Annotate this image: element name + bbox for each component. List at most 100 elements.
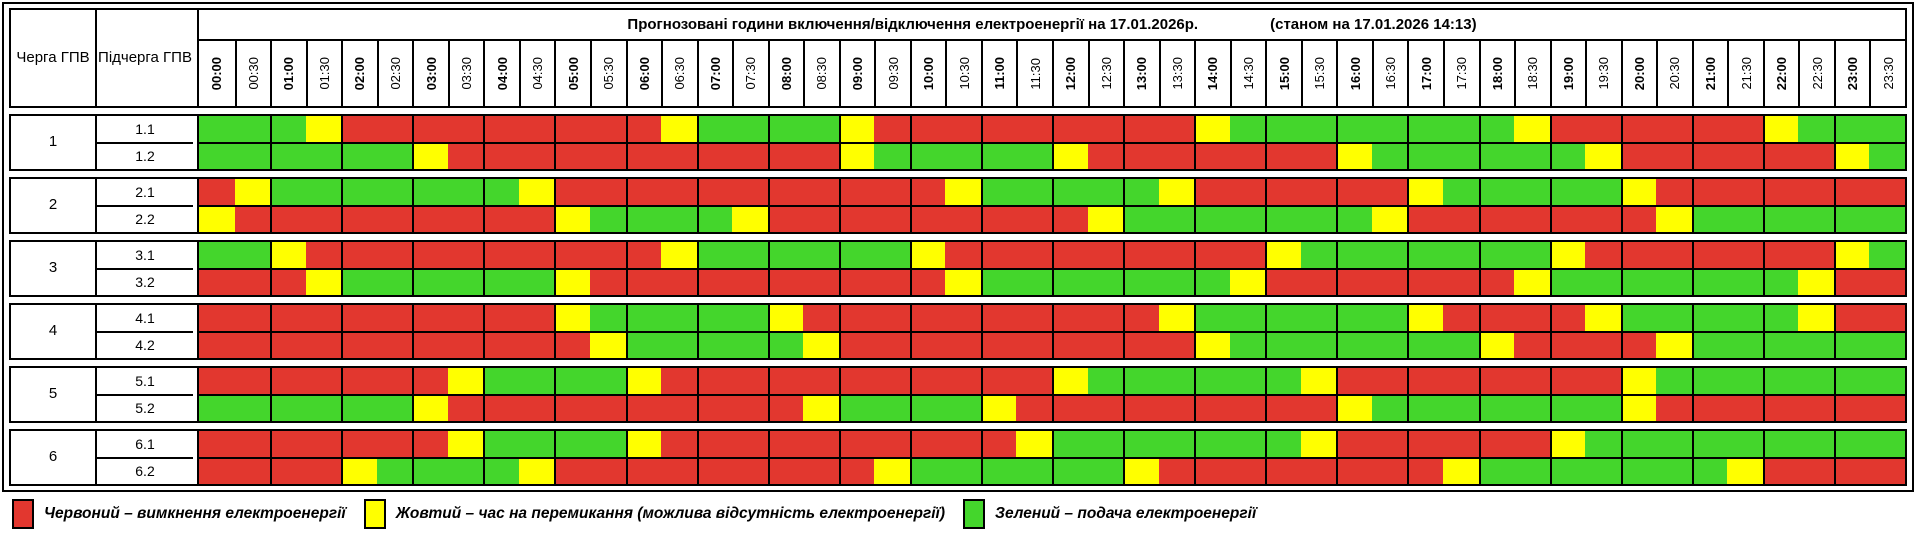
slot-6.2-11:30 (1016, 458, 1052, 484)
slot-4.2-17:30 (1442, 332, 1479, 358)
slot-3.2-18:00 (1478, 269, 1515, 295)
time-col-10:00: 10:00 (909, 41, 946, 106)
slot-2.2-11:00 (980, 206, 1017, 232)
slot-1.1-01:00 (270, 116, 306, 142)
slot-1.1-05:00 (554, 116, 590, 142)
slot-1.2-07:00 (696, 143, 733, 169)
slot-3.2-07:00 (696, 269, 733, 295)
legend-item-Y: Жовтий – час на перемикання (можлива від… (363, 499, 945, 529)
time-col-11:00: 11:00 (980, 41, 1017, 106)
slot-3.1-04:00 (483, 242, 519, 268)
slot-4.1-02:30 (376, 305, 413, 331)
time-label: 19:30 (1596, 57, 1612, 90)
slot-2.1-08:00 (767, 179, 804, 205)
slot-2.1-03:30 (447, 179, 484, 205)
slot-2.1-10:00 (909, 179, 946, 205)
slot-4.2-08:00 (767, 332, 804, 358)
time-label: 06:00 (636, 56, 652, 91)
slot-3.1-03:00 (412, 242, 448, 268)
time-label: 21:00 (1703, 56, 1719, 91)
slot-4.1-02:00 (341, 305, 377, 331)
slot-4.1-13:00 (1123, 305, 1159, 331)
slot-2.1-02:00 (341, 179, 377, 205)
slot-2.1-04:00 (483, 179, 519, 205)
slot-2.1-15:30 (1300, 179, 1337, 205)
slot-1.1-16:00 (1336, 116, 1372, 142)
slot-3.1-08:00 (767, 242, 804, 268)
time-col-09:00: 09:00 (838, 41, 875, 106)
legend: Червоний – вимкнення електроенергії Жовти… (12, 499, 1256, 529)
slot-5.1-11:00 (980, 368, 1017, 394)
slot-3.2-18:30 (1514, 269, 1550, 295)
slot-5.1-16:00 (1336, 368, 1372, 394)
slot-5.2-17:00 (1407, 395, 1443, 421)
slot-5.2-12:30 (1087, 395, 1124, 421)
slot-2.1-03:00 (412, 179, 448, 205)
slot-3.2-02:00 (341, 269, 377, 295)
time-label: 11:00 (992, 57, 1008, 90)
slot-2.1-21:00 (1691, 179, 1728, 205)
slot-1.2-02:00 (341, 143, 377, 169)
time-col-06:00: 06:00 (625, 41, 662, 106)
slot-1.1-01:30 (305, 116, 342, 142)
slot-2.1-22:30 (1798, 179, 1834, 205)
time-col-00:30: 00:30 (234, 41, 271, 106)
slot-2.1-10:30 (945, 179, 981, 205)
slot-1.2-16:00 (1336, 143, 1372, 169)
slot-4.1-09:00 (838, 305, 875, 331)
slot-3.1-00:00 (199, 242, 235, 268)
slot-6.2-15:30 (1300, 458, 1337, 484)
slot-5.2-05:00 (554, 395, 590, 421)
slot-row-3.2 (199, 269, 1905, 295)
slot-1.1-04:30 (518, 116, 555, 142)
slot-3.2-20:30 (1656, 269, 1692, 295)
slot-4.1-06:30 (661, 305, 697, 331)
slot-1.1-02:30 (376, 116, 413, 142)
slot-4.2-19:00 (1549, 332, 1586, 358)
time-label: 01:00 (281, 56, 297, 91)
slot-1.2-01:30 (305, 143, 342, 169)
slot-2.2-09:00 (838, 206, 875, 232)
slot-5.2-07:00 (696, 395, 733, 421)
slot-6.2-08:30 (803, 458, 839, 484)
slot-3.2-21:00 (1691, 269, 1728, 295)
slot-6.1-09:30 (874, 431, 910, 457)
time-col-16:00: 16:00 (1336, 41, 1372, 106)
slot-5.1-22:30 (1798, 368, 1834, 394)
slot-4.2-17:00 (1407, 332, 1443, 358)
slot-3.1-11:30 (1016, 242, 1052, 268)
slot-5.2-07:30 (732, 395, 768, 421)
slot-6.1-08:00 (767, 431, 804, 457)
slot-2.2-04:30 (518, 206, 555, 232)
slot-4.2-20:30 (1656, 332, 1692, 358)
slot-6.1-17:30 (1442, 431, 1479, 457)
slot-5.2-11:30 (1016, 395, 1052, 421)
slot-4.1-18:00 (1478, 305, 1515, 331)
slot-2.2-17:00 (1407, 206, 1443, 232)
slot-4.2-15:00 (1265, 332, 1301, 358)
slot-1.1-20:30 (1656, 116, 1692, 142)
slot-6.1-00:00 (199, 431, 235, 457)
slot-5.1-15:00 (1265, 368, 1301, 394)
slot-1.2-10:30 (945, 143, 981, 169)
time-col-05:30: 05:30 (589, 41, 626, 106)
slot-5.2-09:00 (838, 395, 875, 421)
queue-group-4: 4 4.1 4.2 (9, 303, 1907, 360)
slot-row-2.1 (199, 179, 1905, 207)
slot-2.2-18:30 (1514, 206, 1550, 232)
slot-1.1-07:30 (732, 116, 768, 142)
slot-6.2-04:30 (518, 458, 555, 484)
slot-row-4.1 (199, 305, 1905, 333)
time-label: 07:00 (707, 56, 723, 91)
slot-4.1-15:30 (1300, 305, 1337, 331)
slot-5.2-23:30 (1869, 395, 1905, 421)
slot-6.2-05:30 (589, 458, 626, 484)
slot-6.1-08:30 (803, 431, 839, 457)
slot-3.1-19:00 (1549, 242, 1586, 268)
slot-4.2-10:30 (945, 332, 981, 358)
slot-2.2-09:30 (874, 206, 910, 232)
slot-6.2-18:00 (1478, 458, 1515, 484)
time-col-17:00: 17:00 (1407, 41, 1443, 106)
slot-2.1-18:00 (1478, 179, 1515, 205)
slot-4.1-15:00 (1265, 305, 1301, 331)
